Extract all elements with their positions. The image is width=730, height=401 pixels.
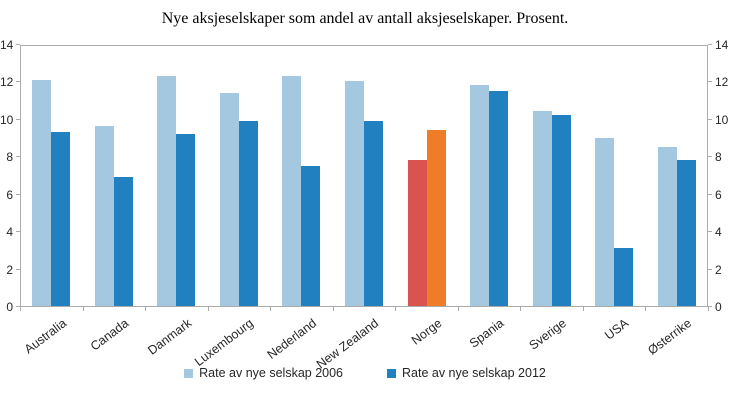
y-axis-label-left: 4	[6, 225, 13, 239]
bar-østerrike-2012	[677, 160, 696, 306]
bar-nederland-2012	[301, 166, 320, 306]
x-axis-tick	[645, 307, 646, 311]
y-axis-label-right: 10	[715, 113, 729, 127]
bar-sverige-2012	[552, 115, 571, 306]
x-axis-label-new-zealand: New Zealand	[314, 316, 382, 372]
bar-australia-2006	[32, 80, 51, 306]
plot-bars-layer	[21, 46, 707, 306]
y-axis-label-left: 2	[6, 263, 13, 277]
y-axis-label-right: 14	[715, 38, 729, 52]
x-axis-tick	[583, 307, 584, 311]
x-axis-label-sverige: Sverige	[526, 316, 570, 353]
x-axis-tick	[83, 307, 84, 311]
y-axis-label-right: 12	[715, 75, 729, 89]
x-axis-tick	[333, 307, 334, 311]
bar-nederland-2006	[282, 76, 301, 306]
x-axis-tick	[145, 307, 146, 311]
legend-item-2012: Rate av nye selskap 2012	[387, 366, 546, 380]
bar-new-zealand-2012	[364, 121, 383, 306]
x-axis-label-spania: Spania	[466, 316, 507, 351]
y-axis-label-left: 12	[0, 75, 14, 89]
legend: Rate av nye selskap 2006 Rate av nye sel…	[0, 366, 730, 380]
bar-new-zealand-2006	[345, 81, 364, 306]
y-axis-tick-right	[708, 119, 712, 120]
y-axis-tick-right	[708, 269, 712, 270]
x-axis-tick	[458, 307, 459, 311]
bar-luxembourg-2012	[239, 121, 258, 306]
bar-luxembourg-2006	[220, 93, 239, 306]
bar-danmark-2012	[176, 134, 195, 306]
x-axis-label-luxembourg: Luxembourg	[192, 316, 257, 370]
y-axis-label-left: 10	[0, 113, 14, 127]
bar-sverige-2006	[533, 111, 552, 306]
x-axis-tick	[270, 307, 271, 311]
y-axis-label-right: 4	[715, 225, 722, 239]
x-axis-label-canada: Canada	[87, 316, 132, 354]
y-axis-label-right: 0	[715, 300, 722, 314]
x-axis-tick	[395, 307, 396, 311]
y-axis-tick-left	[16, 306, 20, 307]
x-axis-label-østerrike: Østerrike	[645, 316, 695, 358]
chart-title: Nye aksjeselskaper som andel av antall a…	[161, 10, 569, 27]
bar-norge-2012	[427, 130, 446, 306]
y-axis-tick-left	[16, 269, 20, 270]
y-axis-tick-left	[16, 231, 20, 232]
bar-østerrike-2006	[658, 147, 677, 306]
legend-swatch-2006-icon	[184, 368, 194, 378]
bar-canada-2006	[95, 126, 114, 306]
y-axis-label-right: 6	[715, 188, 722, 202]
y-axis-tick-left	[16, 156, 20, 157]
y-axis-label-left: 14	[0, 38, 14, 52]
x-axis-label-nederland: Nederland	[264, 316, 319, 362]
legend-item-2006: Rate av nye selskap 2006	[184, 366, 343, 380]
legend-label-2006: Rate av nye selskap 2006	[199, 366, 343, 380]
y-axis-tick-right	[708, 194, 712, 195]
y-axis-tick-right	[708, 81, 712, 82]
y-axis-label-right: 2	[715, 263, 722, 277]
y-axis-tick-left	[16, 119, 20, 120]
x-axis-tick	[708, 307, 709, 311]
y-axis-tick-left	[16, 81, 20, 82]
bar-danmark-2006	[157, 76, 176, 306]
x-axis-label-norge: Norge	[408, 316, 444, 348]
bar-canada-2012	[114, 177, 133, 306]
x-axis-label-danmark: Danmark	[144, 316, 194, 358]
bar-australia-2012	[51, 132, 70, 306]
bar-spania-2012	[489, 91, 508, 306]
y-axis-tick-right	[708, 306, 712, 307]
bar-usa-2012	[614, 248, 633, 306]
y-axis-tick-right	[708, 231, 712, 232]
x-axis-label-australia: Australia	[21, 316, 69, 357]
y-axis-tick-right	[708, 156, 712, 157]
y-axis-label-right: 8	[715, 150, 722, 164]
y-axis-tick-right	[708, 44, 712, 45]
legend-label-2012: Rate av nye selskap 2012	[402, 366, 546, 380]
y-axis-tick-left	[16, 194, 20, 195]
bar-norge-2006	[408, 160, 427, 306]
bar-usa-2006	[595, 138, 614, 306]
x-axis-tick	[20, 307, 21, 311]
x-axis-tick	[520, 307, 521, 311]
y-axis-tick-left	[16, 44, 20, 45]
legend-swatch-2012-icon	[387, 368, 396, 378]
x-axis-tick	[208, 307, 209, 311]
y-axis-label-left: 0	[6, 300, 13, 314]
y-axis-label-left: 6	[6, 188, 13, 202]
x-axis-label-usa: USA	[602, 316, 632, 343]
bar-spania-2006	[470, 85, 489, 306]
y-axis-label-left: 8	[6, 150, 13, 164]
